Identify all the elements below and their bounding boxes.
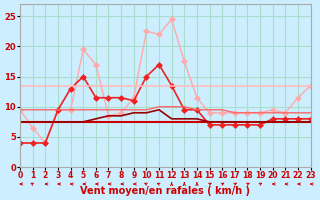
X-axis label: Vent moyen/en rafales ( km/h ): Vent moyen/en rafales ( km/h )	[80, 186, 250, 196]
